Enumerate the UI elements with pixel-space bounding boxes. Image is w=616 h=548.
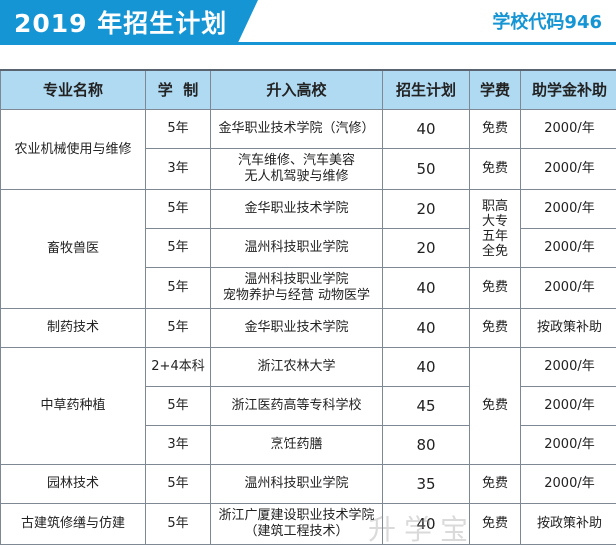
fee-cell: 免费 [470,348,521,465]
major-cell: 制药技术 [1,309,146,348]
aid-cell: 按政策补助 [521,504,616,545]
column-header: 学费 [470,70,521,110]
years-cell: 5年 [146,309,211,348]
university-cell: 金华职业技术学院（汽修） [211,110,383,149]
aid-cell: 2000/年 [521,426,616,465]
aid-cell: 2000/年 [521,387,616,426]
fee-cell: 免费 [470,149,521,190]
university-cell: 温州科技职业学院 [211,465,383,504]
university-cell: 温州科技职业学院 宠物养护与经营 动物医学 [211,268,383,309]
years-cell: 5年 [146,268,211,309]
fee-cell: 免费 [470,504,521,545]
plan-cell: 35 [383,465,470,504]
university-cell: 浙江医药高等专科学校 [211,387,383,426]
page-header: 2019 年招生计划 学校代码946 [0,0,616,44]
column-header: 助学金补助 [521,70,616,110]
aid-cell: 2000/年 [521,348,616,387]
university-cell: 温州科技职业学院 [211,229,383,268]
table-row: 园林技术 5年 温州科技职业学院 35 免费 2000/年 [1,465,616,504]
years-cell: 2+4本科 [146,348,211,387]
plan-cell: 40 [383,110,470,149]
header-divider [0,42,616,45]
school-code: 学校代码946 [492,8,602,34]
table-row: 农业机械使用与维修 5年 金华职业技术学院（汽修） 40 免费 2000/年 [1,110,616,149]
plan-cell: 80 [383,426,470,465]
aid-cell: 按政策补助 [521,309,616,348]
university-cell: 汽车维修、汽车美容 无人机驾驶与维修 [211,149,383,190]
years-cell: 5年 [146,504,211,545]
years-cell: 5年 [146,190,211,229]
university-cell: 浙江农林大学 [211,348,383,387]
table-row: 中草药种植 2+4本科 浙江农林大学 40 免费 2000/年 [1,348,616,387]
major-cell: 古建筑修缮与仿建 [1,504,146,545]
years-cell: 5年 [146,465,211,504]
major-cell: 园林技术 [1,465,146,504]
fee-cell: 免费 [470,465,521,504]
years-cell: 3年 [146,426,211,465]
column-header: 学 制 [146,70,211,110]
table-row: 畜牧兽医 5年 金华职业技术学院 20 职高 大专 五年 全免 2000/年 [1,190,616,229]
fee-cell: 免费 [470,309,521,348]
column-header: 专业名称 [1,70,146,110]
plan-cell: 40 [383,309,470,348]
aid-cell: 2000/年 [521,229,616,268]
column-header: 招生计划 [383,70,470,110]
university-cell: 金华职业技术学院 [211,309,383,348]
university-cell: 金华职业技术学院 [211,190,383,229]
aid-cell: 2000/年 [521,268,616,309]
major-cell: 畜牧兽医 [1,190,146,309]
enrollment-table-container: 专业名称 学 制 升入高校 招生计划 学费 助学金补助 农业机械使用与维修 5年… [0,69,616,545]
plan-cell: 45 [383,387,470,426]
column-header: 升入高校 [211,70,383,110]
years-cell: 5年 [146,229,211,268]
years-cell: 5年 [146,110,211,149]
university-cell: 浙江广厦建设职业技术学院 （建筑工程技术） [211,504,383,545]
plan-cell: 40 [383,348,470,387]
aid-cell: 2000/年 [521,465,616,504]
aid-cell: 2000/年 [521,110,616,149]
fee-cell: 职高 大专 五年 全免 [470,190,521,268]
years-cell: 5年 [146,387,211,426]
aid-cell: 2000/年 [521,190,616,229]
aid-cell: 2000/年 [521,149,616,190]
page-title: 2019 年招生计划 [0,0,258,44]
plan-cell: 20 [383,229,470,268]
major-cell: 中草药种植 [1,348,146,465]
plan-cell: 50 [383,149,470,190]
plan-cell: 40 [383,268,470,309]
years-cell: 3年 [146,149,211,190]
plan-cell: 20 [383,190,470,229]
fee-cell: 免费 [470,268,521,309]
enrollment-plan-table: 专业名称 学 制 升入高校 招生计划 学费 助学金补助 农业机械使用与维修 5年… [0,69,616,545]
table-row: 古建筑修缮与仿建 5年 浙江广厦建设职业技术学院 （建筑工程技术） 40 免费 … [1,504,616,545]
university-cell: 烹饪药膳 [211,426,383,465]
table-header-row: 专业名称 学 制 升入高校 招生计划 学费 助学金补助 [1,70,616,110]
major-cell: 农业机械使用与维修 [1,110,146,190]
plan-cell: 40 [383,504,470,545]
fee-cell: 免费 [470,110,521,149]
table-row: 制药技术 5年 金华职业技术学院 40 免费 按政策补助 [1,309,616,348]
